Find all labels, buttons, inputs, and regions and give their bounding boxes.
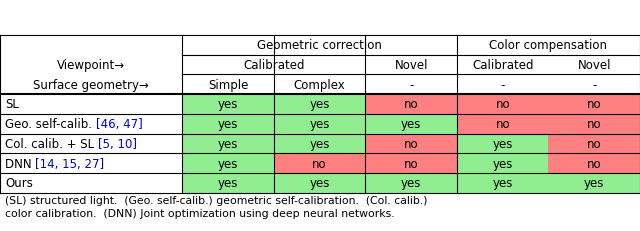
Bar <box>182 95 274 114</box>
Text: [46, 47]: [46, 47] <box>96 118 143 131</box>
Text: Novel: Novel <box>577 59 611 72</box>
Text: no: no <box>587 157 602 170</box>
Text: Complex: Complex <box>294 78 346 91</box>
Text: yes: yes <box>310 118 330 131</box>
Bar <box>0 193 640 231</box>
Text: Calibrated: Calibrated <box>472 59 534 72</box>
Text: yes: yes <box>218 176 238 190</box>
Text: yes: yes <box>401 176 421 190</box>
Text: no: no <box>404 157 419 170</box>
Bar <box>0 154 182 173</box>
Text: yes: yes <box>218 118 238 131</box>
Text: Viewpoint→: Viewpoint→ <box>57 59 125 72</box>
Bar <box>0 134 182 154</box>
Text: -: - <box>592 78 596 91</box>
Text: -: - <box>409 78 413 91</box>
Bar <box>182 114 274 134</box>
Bar <box>182 173 274 193</box>
Text: no: no <box>495 98 510 111</box>
Text: DNN: DNN <box>5 157 35 170</box>
Bar <box>274 154 365 173</box>
Bar <box>365 154 457 173</box>
Text: Ours: Ours <box>5 176 33 190</box>
Bar <box>182 134 274 154</box>
Bar <box>365 114 457 134</box>
Bar <box>274 134 365 154</box>
Text: yes: yes <box>401 118 421 131</box>
Text: yes: yes <box>493 176 513 190</box>
Bar <box>457 134 548 154</box>
Bar <box>457 95 548 114</box>
Text: yes: yes <box>310 98 330 111</box>
Text: Col. calib. + SL: Col. calib. + SL <box>5 137 98 150</box>
Text: [5, 10]: [5, 10] <box>98 137 137 150</box>
Bar <box>274 95 365 114</box>
Bar <box>182 154 274 173</box>
Bar <box>548 154 640 173</box>
Text: SL: SL <box>5 98 19 111</box>
Text: no: no <box>587 137 602 150</box>
Text: (SL) structured light.  (Geo. self-calib.) geometric self-calibration.  (Col. ca: (SL) structured light. (Geo. self-calib.… <box>5 195 428 218</box>
Text: Color compensation: Color compensation <box>490 39 607 52</box>
Bar <box>548 173 640 193</box>
Bar <box>457 173 548 193</box>
Text: Simple: Simple <box>208 78 248 91</box>
Text: no: no <box>587 118 602 131</box>
Text: yes: yes <box>493 137 513 150</box>
Text: no: no <box>312 157 327 170</box>
Text: no: no <box>495 118 510 131</box>
Bar <box>0 95 182 114</box>
Text: yes: yes <box>310 137 330 150</box>
Bar <box>274 173 365 193</box>
Text: yes: yes <box>218 98 238 111</box>
Bar <box>457 114 548 134</box>
Text: yes: yes <box>218 157 238 170</box>
Bar <box>548 114 640 134</box>
Text: yes: yes <box>493 157 513 170</box>
Text: Calibrated: Calibrated <box>243 59 305 72</box>
Bar <box>0 55 640 75</box>
Bar <box>274 114 365 134</box>
Bar <box>457 154 548 173</box>
Bar <box>548 95 640 114</box>
Text: yes: yes <box>218 137 238 150</box>
Text: yes: yes <box>584 176 604 190</box>
Text: [14, 15, 27]: [14, 15, 27] <box>35 157 104 170</box>
Bar <box>0 36 640 55</box>
Bar <box>365 95 457 114</box>
Text: -: - <box>500 78 505 91</box>
Text: yes: yes <box>310 176 330 190</box>
Bar <box>548 134 640 154</box>
Text: no: no <box>587 98 602 111</box>
Text: Surface geometry→: Surface geometry→ <box>33 78 149 91</box>
Bar <box>0 114 182 134</box>
Bar <box>0 173 182 193</box>
Text: no: no <box>404 98 419 111</box>
Text: no: no <box>404 137 419 150</box>
Text: Geo. self-calib.: Geo. self-calib. <box>5 118 96 131</box>
Text: Novel: Novel <box>394 59 428 72</box>
Bar <box>365 173 457 193</box>
Bar <box>365 134 457 154</box>
Text: Geometric correction: Geometric correction <box>257 39 382 52</box>
Bar <box>0 75 640 95</box>
